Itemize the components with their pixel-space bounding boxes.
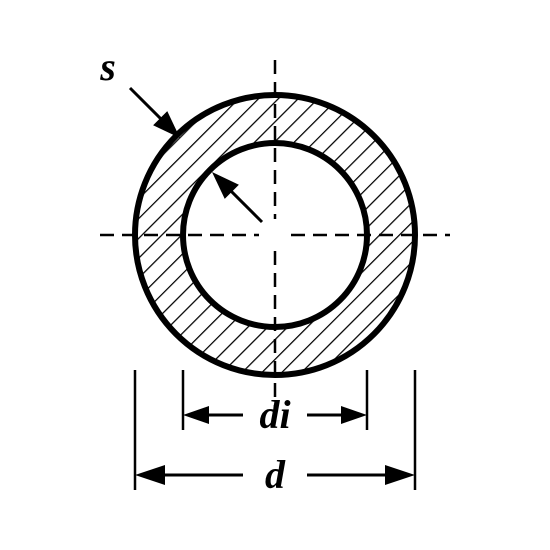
label-di: di — [259, 392, 290, 437]
label-s: s — [99, 44, 116, 89]
tube-cross-section-diagram: s di d — [0, 0, 550, 550]
label-d: d — [265, 452, 286, 497]
